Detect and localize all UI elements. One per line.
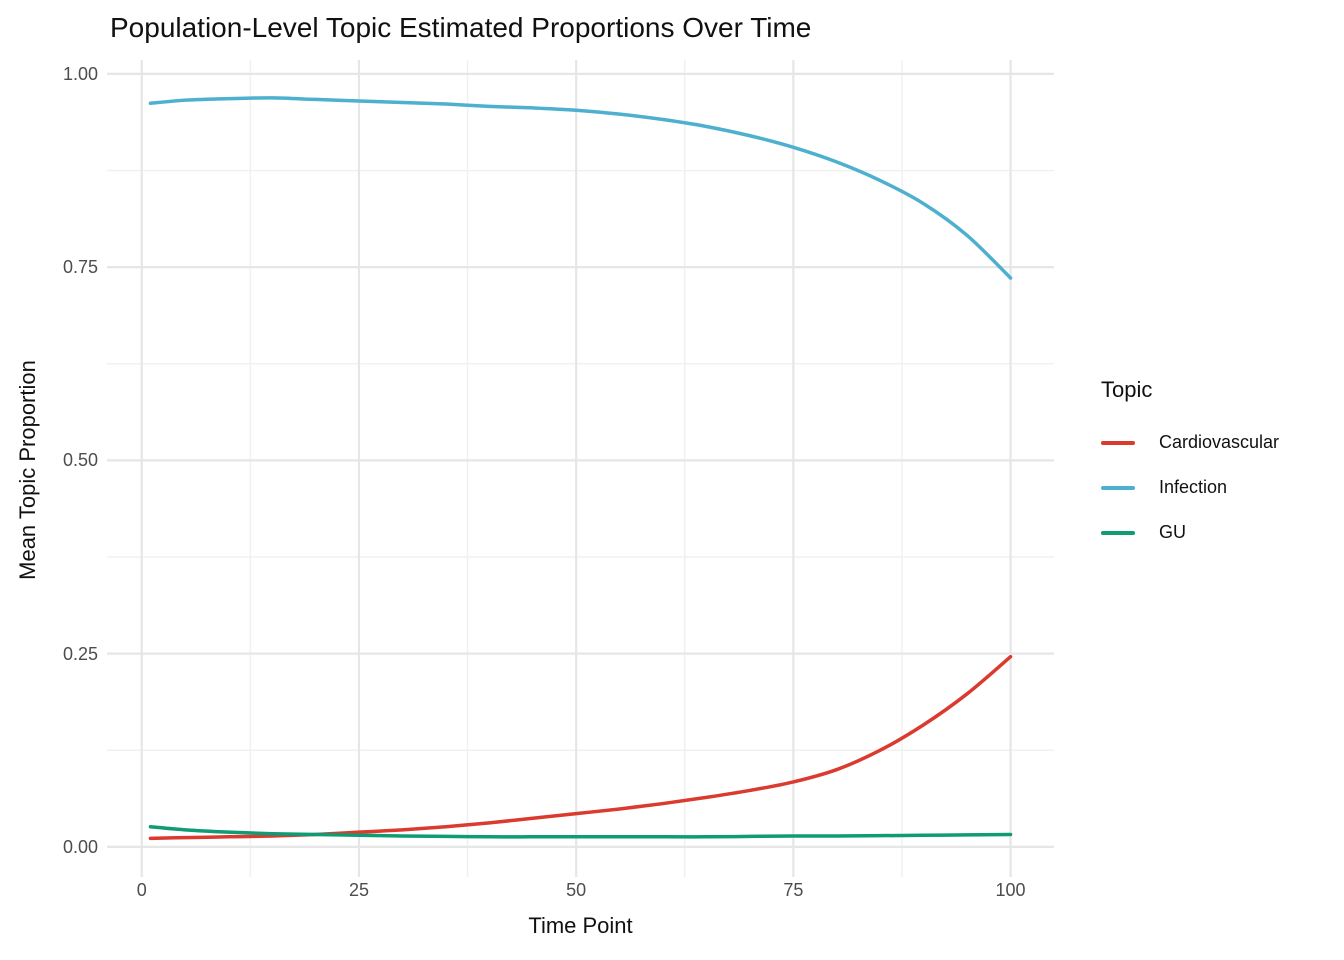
plot-panel [107, 60, 1054, 877]
y-tick-label: 1.00 [62, 63, 98, 84]
legend: Topic Cardiovascular Infection GU [1101, 377, 1337, 555]
legend-key-line-icon [1101, 530, 1135, 535]
legend-label: Infection [1159, 477, 1228, 497]
x-tick-label: 75 [783, 880, 804, 900]
chart-title: Population-Level Topic Estimated Proport… [110, 12, 812, 43]
x-tick-label: 50 [566, 880, 587, 900]
legend-label: Cardiovascular [1159, 432, 1280, 452]
y-tick-label: 0.25 [62, 643, 98, 664]
legend-title: Topic [1101, 377, 1153, 402]
legend-items: Cardiovascular Infection GU [1101, 420, 1337, 555]
y-tick-label: 0.75 [62, 257, 98, 278]
series-line-gu [148, 825, 1013, 839]
legend-item-gu: GU [1101, 510, 1337, 555]
series-line-infection [148, 96, 1013, 280]
legend-key-line-icon [1101, 440, 1135, 445]
legend-label: GU [1159, 522, 1186, 542]
x-tick-label: 0 [136, 880, 147, 900]
y-tick-label: 0.00 [62, 836, 98, 857]
x-tick-label: 25 [348, 880, 369, 900]
legend-item-infection: Infection [1101, 465, 1337, 510]
x-tick-label: 100 [995, 880, 1026, 900]
legend-item-cardiovascular: Cardiovascular [1101, 420, 1337, 465]
legend-key-line-icon [1101, 485, 1135, 490]
x-axis-title: Time Point [528, 913, 633, 938]
series-line-cardiovascular [148, 654, 1013, 841]
y-tick-label: 0.50 [62, 450, 98, 471]
